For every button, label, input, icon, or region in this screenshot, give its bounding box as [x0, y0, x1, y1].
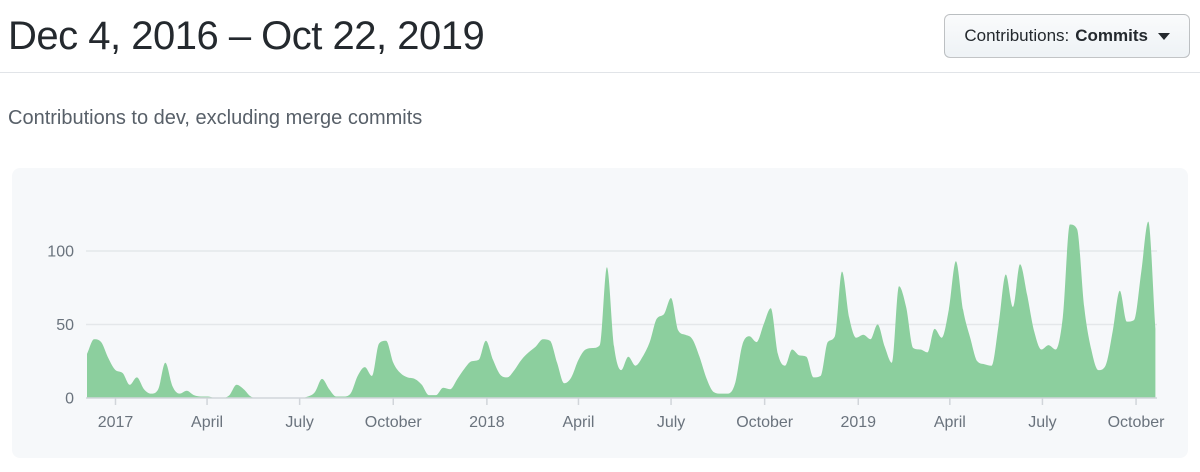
y-tick-label: 50 — [56, 317, 74, 334]
chart-subtitle: Contributions to dev, excluding merge co… — [8, 107, 423, 129]
x-tick-label: April — [934, 414, 966, 431]
contributions-dropdown-button[interactable]: Contributions: Commits — [944, 14, 1190, 58]
x-tick-label: October — [365, 414, 423, 431]
chevron-down-icon — [1158, 32, 1170, 40]
x-tick-label: April — [191, 414, 223, 431]
x-tick-label: 2019 — [840, 414, 876, 431]
chart-panel: 2017 April July October 2018 April July October… — [12, 168, 1188, 458]
commits-area-path — [87, 221, 1156, 398]
y-tick-label: 0 — [65, 391, 74, 408]
contributions-dropdown-value: Commits — [1075, 26, 1148, 45]
header: Dec 4, 2016 – Oct 22, 2019 Contributions… — [0, 0, 1200, 73]
x-tick-label: October — [736, 414, 794, 431]
x-tick-label: April — [562, 414, 594, 431]
x-tick-label: 2018 — [469, 414, 505, 431]
contributions-dropdown-label: Contributions: — [964, 26, 1070, 45]
commit-activity-chart: 2017 April July October 2018 April July October… — [47, 221, 1166, 431]
x-tick-label: July — [285, 414, 313, 431]
x-tick-label: July — [1028, 414, 1056, 431]
x-tick-label: October — [1108, 414, 1166, 431]
x-tick-label: 2017 — [98, 414, 134, 431]
x-tick-label: July — [657, 414, 685, 431]
y-tick-label: 100 — [47, 244, 74, 261]
page-title: Dec 4, 2016 – Oct 22, 2019 — [8, 13, 485, 58]
